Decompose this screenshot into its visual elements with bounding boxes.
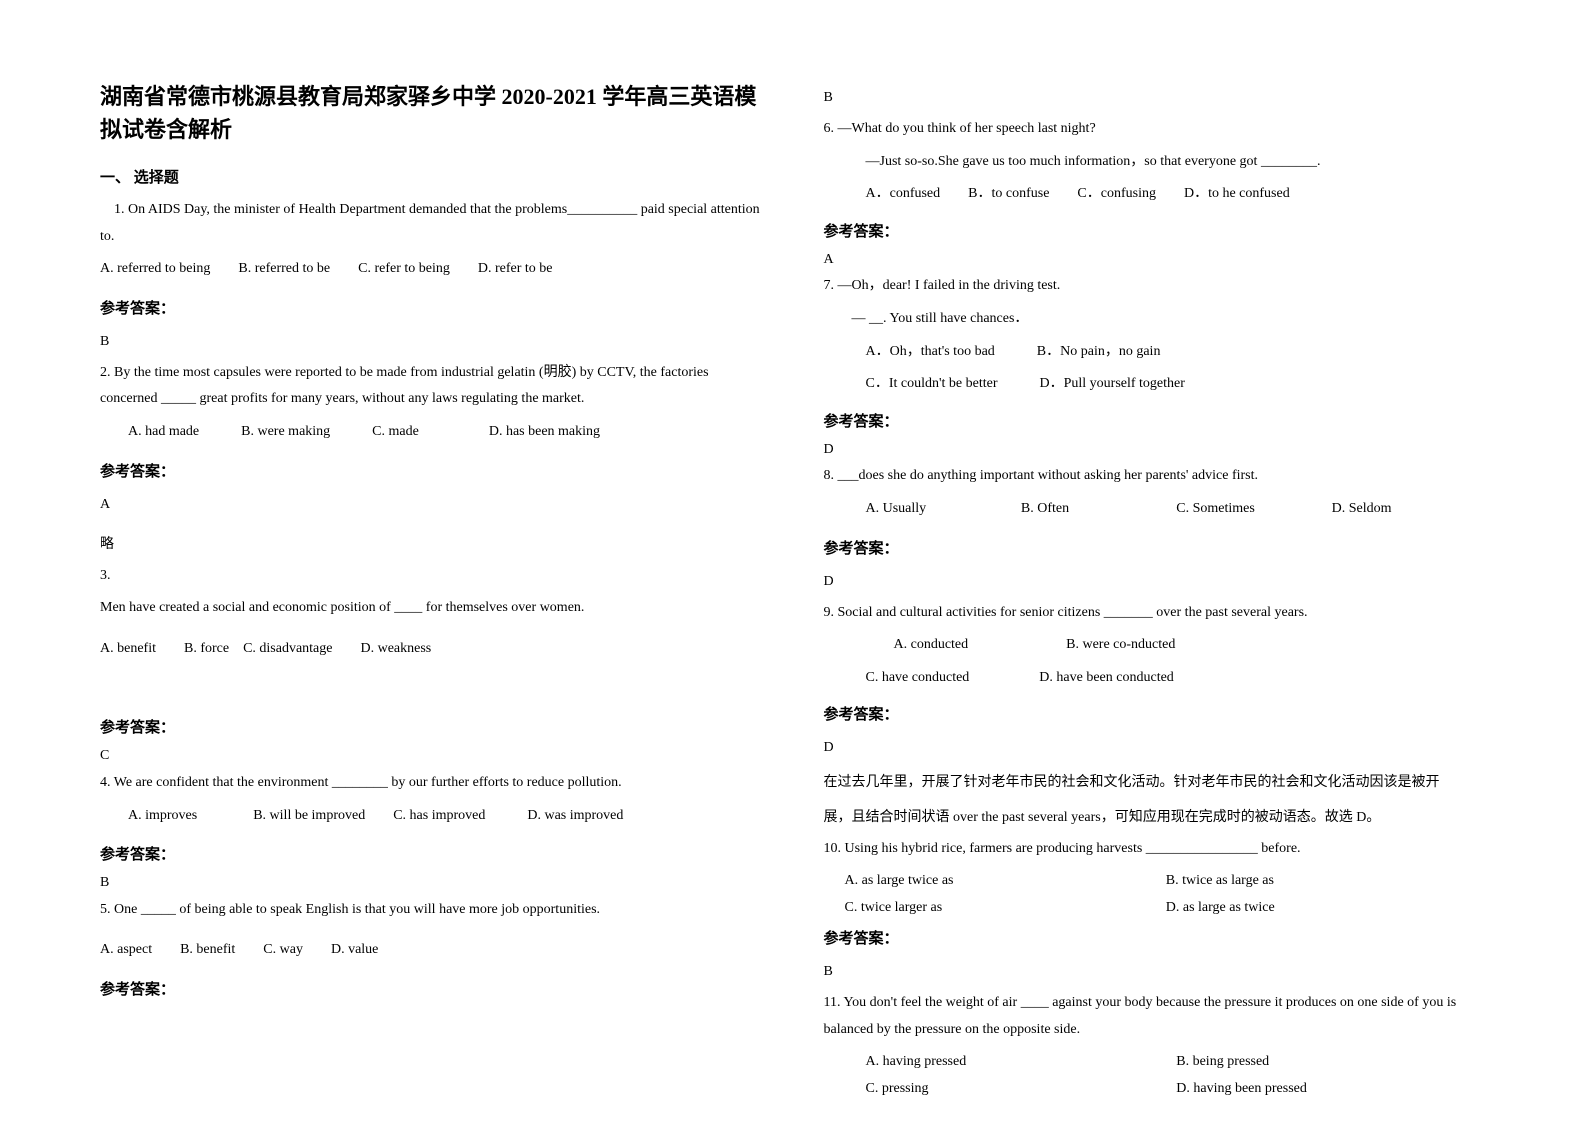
q8-options: A. Usually B. Often C. Sometimes D. Seld… [824,496,1488,523]
q9-opts1: A. conducted B. were co-nducted [824,632,1488,659]
q9-opts2: C. have conducted D. have been conducted [824,665,1488,692]
q2-answer-label: 参考答案： [100,460,764,481]
q10-optC: C. twice larger as [845,895,1166,922]
q8-optC: C. Sometimes [1176,496,1331,523]
q3-answer: C [100,743,764,770]
q3-answer-label: 参考答案： [100,716,764,737]
q4-answer-label: 参考答案： [100,843,764,864]
q2-options: A. had made B. were making C. made D. ha… [100,419,764,446]
q4-answer: B [100,870,764,897]
q10-optD: D. as large as twice [1166,895,1487,922]
q2-answer: A [100,497,764,513]
q9-exp2: 展，且结合时间状语 over the past several years，可知… [824,805,1488,832]
q9-text: 9. Social and cultural activities for se… [824,600,1488,627]
q10-answer-label: 参考答案： [824,927,1488,948]
q7-answer-label: 参考答案： [824,410,1488,431]
q4-text: 4. We are confident that the environment… [100,770,764,797]
q9-answer-label: 参考答案： [824,703,1488,724]
q3-options: A. benefit B. force C. disadvantage D. w… [100,636,764,663]
q6-line1: 6. —What do you think of her speech last… [824,116,1488,143]
q1-answer-label: 参考答案： [100,297,764,318]
q5-options: A. aspect B. benefit C. way D. value [100,937,764,964]
q11-opts-row1: A. having pressed B. being pressed [824,1049,1488,1076]
section-header-choice: 一、 选择题 [100,166,764,187]
q11-optD: D. having been pressed [1176,1076,1487,1103]
q11-optC: C. pressing [866,1076,1177,1103]
q6-answer: A [824,247,1488,274]
page-title: 湖南省常德市桃源县教育局郑家驿乡中学 2020-2021 学年高三英语模拟试卷含… [100,80,764,146]
q2-note: 略 [100,533,764,553]
q6-line2: —Just so-so.She gave us too much informa… [824,149,1488,176]
q8-answer-label: 参考答案： [824,537,1488,558]
q10-text: 10. Using his hybrid rice, farmers are p… [824,836,1488,863]
q11-text: 11. You don't feel the weight of air ___… [824,990,1488,1043]
q8-optB: B. Often [1021,496,1176,523]
q4-options: A. improves B. will be improved C. has i… [100,803,764,830]
q11-optB: B. being pressed [1176,1049,1487,1076]
q11-optA: A. having pressed [866,1049,1177,1076]
q7-line3: A．Oh，that's too bad B．No pain，no gain [824,339,1488,366]
q8-text: 8. ___does she do anything important wit… [824,463,1488,490]
q7-line1: 7. —Oh，dear! I failed in the driving tes… [824,273,1488,300]
q3-num: 3. [100,563,764,590]
q10-optB: B. twice as large as [1166,868,1487,895]
q6-line3: A．confused B．to confuse C．confusing D．to… [824,181,1488,208]
q9-answer: D [824,740,1488,756]
right-column: B 6. —What do you think of her speech la… [824,80,1488,1042]
q7-answer: D [824,437,1488,464]
q9-exp1: 在过去几年里，开展了针对老年市民的社会和文化活动。针对老年市民的社会和文化活动因… [824,770,1488,797]
q1-text: 1. On AIDS Day, the minister of Health D… [100,197,764,250]
q8-answer: D [824,574,1488,590]
q8-optD: D. Seldom [1332,496,1487,523]
q10-answer: B [824,964,1488,980]
q10-opts-row1: A. as large twice as B. twice as large a… [824,868,1488,895]
q1-options: A. referred to being B. referred to be C… [100,256,764,283]
q2-text: 2. By the time most capsules were report… [100,360,764,413]
q6-answer-label: 参考答案： [824,220,1488,241]
q7-line4: C．It couldn't be better D．Pull yourself … [824,371,1488,398]
q5-answer-label: 参考答案： [100,978,764,999]
q10-opts-row2: C. twice larger as D. as large as twice [824,895,1488,922]
q1-answer: B [100,334,764,350]
q10-optA: A. as large twice as [845,868,1166,895]
left-column: 湖南省常德市桃源县教育局郑家驿乡中学 2020-2021 学年高三英语模拟试卷含… [100,80,764,1042]
q8-optA: A. Usually [866,496,1021,523]
q5-text: 5. One _____ of being able to speak Engl… [100,897,764,924]
q7-line2: — __. You still have chances． [824,306,1488,333]
q11-opts-row2: C. pressing D. having been pressed [824,1076,1488,1103]
q3-text: Men have created a social and economic p… [100,595,764,622]
q5-answer: B [824,90,1488,106]
